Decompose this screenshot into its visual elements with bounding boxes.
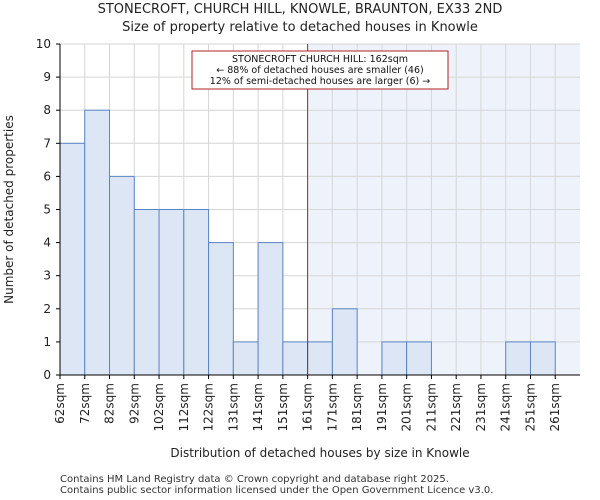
y-tick-label: 5 <box>43 203 51 217</box>
chart-title-line2: Size of property relative to detached ho… <box>122 20 478 35</box>
footer-line1: Contains HM Land Registry data © Crown c… <box>60 474 449 485</box>
x-tick-label: 92sqm <box>127 383 141 424</box>
x-tick-label: 191sqm <box>375 383 389 431</box>
y-tick-label: 3 <box>43 269 51 283</box>
bar-171sqm <box>331 308 358 376</box>
annotation-line: 12% of semi-detached houses are larger (… <box>210 76 430 87</box>
x-tick-label: 112sqm <box>177 383 191 431</box>
x-tick-label: 261sqm <box>548 383 562 431</box>
x-tick-label: 251sqm <box>523 383 537 431</box>
x-tick-label: 181sqm <box>350 383 364 431</box>
x-tick-label: 241sqm <box>499 383 513 431</box>
bar-161sqm <box>307 341 333 376</box>
bar-151sqm <box>282 341 309 376</box>
y-tick-label: 1 <box>43 335 51 349</box>
x-axis-title: Distribution of detached houses by size … <box>170 446 469 460</box>
x-tick-label: 231sqm <box>474 383 488 431</box>
chart-title-line1: STONECROFT, CHURCH HILL, KNOWLE, BRAUNTO… <box>97 2 503 17</box>
x-tick-label: 131sqm <box>226 383 240 431</box>
x-tick-label: 151sqm <box>276 383 290 431</box>
bar-251sqm <box>529 341 556 376</box>
footer-line2: Contains public sector information licen… <box>60 485 494 496</box>
y-tick-label: 8 <box>43 103 51 117</box>
bar-141sqm <box>257 242 284 376</box>
y-tick-label: 9 <box>43 70 51 84</box>
x-tick-label: 82sqm <box>103 383 117 424</box>
y-axis-title: Number of detached properties <box>2 115 16 304</box>
y-tick-label: 0 <box>43 368 51 382</box>
bar-131sqm <box>232 341 259 376</box>
y-tick-label: 2 <box>43 302 51 316</box>
x-tick-label: 141sqm <box>251 383 265 431</box>
x-tick-label: 102sqm <box>152 383 166 431</box>
annotation-line: ← 88% of detached houses are smaller (46… <box>216 65 423 76</box>
x-tick-label: 201sqm <box>400 383 414 431</box>
annotation-box <box>191 50 449 90</box>
x-tick-label: 122sqm <box>202 383 216 431</box>
bar-191sqm <box>381 341 408 376</box>
bar-102sqm <box>158 209 185 376</box>
y-tick-label: 10 <box>36 37 51 51</box>
y-tick-label: 7 <box>43 136 51 150</box>
y-tick-label: 4 <box>43 236 51 250</box>
annotation-line: STONECROFT CHURCH HILL: 162sqm <box>232 54 408 65</box>
bar-241sqm <box>505 341 531 376</box>
x-tick-label: 221sqm <box>449 383 463 431</box>
bar-92sqm <box>133 209 160 376</box>
bar-72sqm <box>84 109 111 376</box>
y-tick-label: 6 <box>43 169 51 183</box>
x-tick-label: 211sqm <box>424 383 438 431</box>
bar-122sqm <box>208 242 234 376</box>
bar-82sqm <box>109 175 135 376</box>
x-tick-label: 62sqm <box>53 383 67 424</box>
x-tick-label: 72sqm <box>78 383 92 424</box>
x-tick-label: 161sqm <box>301 383 315 431</box>
bar-112sqm <box>183 209 210 376</box>
bar-201sqm <box>406 341 432 376</box>
bar-62sqm <box>59 142 86 376</box>
x-tick-label: 171sqm <box>325 383 339 431</box>
